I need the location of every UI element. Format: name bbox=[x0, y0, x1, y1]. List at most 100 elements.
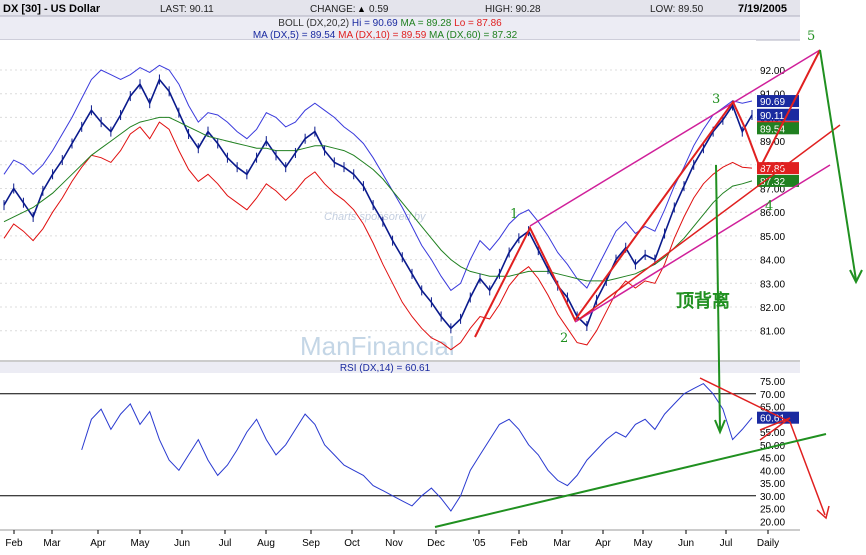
rsi-y-tick: 40.00 bbox=[760, 466, 785, 477]
price-label-text: 90.69 bbox=[760, 97, 785, 108]
watermark-brand: ManFinancial bbox=[300, 331, 455, 361]
rsi-y-tick: 35.00 bbox=[760, 479, 785, 490]
x-tick-label: May bbox=[131, 538, 150, 549]
price-y-tick: 86.00 bbox=[760, 208, 785, 219]
price-plot-bg bbox=[0, 40, 756, 360]
x-tick-label: Sep bbox=[302, 538, 320, 549]
divergence-arrowhead bbox=[714, 419, 726, 435]
low-price: LOW: 89.50 bbox=[650, 4, 704, 15]
x-tick-label: Aug bbox=[257, 538, 275, 549]
rsi-y-tick: 65.00 bbox=[760, 403, 785, 414]
series-boll-hi bbox=[3, 64, 753, 292]
x-tick-label: '05 bbox=[472, 538, 485, 549]
x-tick-label: Oct bbox=[344, 538, 360, 549]
price-y-tick: 82.00 bbox=[760, 303, 785, 314]
wave-label-4: 4 bbox=[765, 199, 773, 214]
boll-legend-prefix: BOLL (DX,20,2) bbox=[278, 18, 349, 29]
boll-legend-ma: MA = 89.28 bbox=[401, 18, 452, 29]
change-value: 0.59 bbox=[369, 4, 389, 15]
divergence-line bbox=[715, 164, 721, 431]
x-axis: Feb Mar Apr May Jun Jul Aug Sep Oct Nov Dec '05 Feb M… bbox=[5, 530, 779, 549]
ma60-legend: MA (DX,60) = 87.32 bbox=[429, 30, 518, 41]
trend-line-red bbox=[577, 124, 841, 321]
rsi-y-axis: 75.0070.0065.0060.0055.0050.0045.0040.00… bbox=[757, 377, 799, 528]
high-price: HIGH: 90.28 bbox=[485, 4, 541, 15]
x-tick-label: Mar bbox=[43, 538, 61, 549]
price-label-box bbox=[757, 174, 799, 187]
series-rsi bbox=[81, 382, 753, 512]
x-tick-label: Jun bbox=[174, 538, 190, 549]
price-y-tick: 84.00 bbox=[760, 256, 785, 267]
price-series bbox=[3, 64, 753, 351]
rsi-grid bbox=[0, 393, 756, 497]
rsi-trend-line bbox=[434, 433, 827, 528]
price-y-tick: 85.00 bbox=[760, 232, 785, 243]
price-label-text: 87.86 bbox=[760, 164, 785, 175]
x-tick-label: Apr bbox=[595, 538, 611, 549]
rsi-y-tick: 75.00 bbox=[760, 377, 785, 388]
wave-5-arrowhead bbox=[849, 269, 863, 285]
series-boll-lo bbox=[3, 121, 753, 351]
boll-legend-lo: Lo = 87.86 bbox=[454, 18, 502, 29]
x-tick-label: Nov bbox=[385, 538, 403, 549]
x-tick-label: Jul bbox=[219, 538, 232, 549]
wave-red-path bbox=[474, 49, 821, 338]
channel-lower-line bbox=[574, 164, 831, 323]
price-label-box bbox=[757, 162, 799, 175]
ma10-legend: MA (DX,10) = 89.59 bbox=[338, 30, 427, 41]
ma-legend-bar bbox=[0, 28, 800, 40]
x-tick-label: May bbox=[634, 538, 653, 549]
series-dx bbox=[3, 77, 753, 330]
x-tick-label: Feb bbox=[510, 538, 528, 549]
rsi-down-arrow bbox=[699, 377, 826, 516]
x-tick-label: Daily bbox=[757, 538, 779, 549]
price-panel: Charts sponsored by ManFinancial 92.0091… bbox=[0, 40, 799, 361]
price-y-tick: 87.00 bbox=[760, 185, 785, 196]
boll-legend-bar bbox=[0, 16, 800, 28]
wave-label-2: 2 bbox=[560, 331, 568, 346]
wave-label-1: 1 bbox=[510, 207, 518, 222]
divergence-label: 顶背离 bbox=[676, 290, 730, 311]
rsi-y-tick: 55.00 bbox=[760, 428, 785, 439]
price-label-text: 90.11 bbox=[760, 111, 785, 122]
series-ma-60 bbox=[3, 116, 753, 282]
x-tick-label: Dec bbox=[427, 538, 445, 549]
price-label-box bbox=[757, 95, 799, 108]
price-label-box bbox=[757, 122, 799, 135]
wave-5-arrow bbox=[819, 49, 857, 281]
rsi-y-tick: 30.00 bbox=[760, 492, 785, 503]
rsi-legend: RSI (DX,14) = 60.61 bbox=[340, 363, 431, 374]
x-tick-label: Apr bbox=[90, 538, 106, 549]
header-bar bbox=[0, 0, 800, 16]
price-y-tick: 92.00 bbox=[760, 66, 785, 77]
rsi-y-tick: 45.00 bbox=[760, 454, 785, 465]
x-tick-label: Jul bbox=[720, 538, 733, 549]
rsi-current-label: 60.61 bbox=[760, 414, 785, 425]
boll-legend-hi: Hi = 90.69 bbox=[352, 18, 398, 29]
wave-label-5: 5 bbox=[807, 29, 815, 44]
rsi-panel: 75.0070.0065.0060.0055.0050.0045.0040.00… bbox=[0, 377, 799, 528]
header-date: 7/19/2005 bbox=[738, 3, 787, 15]
boll-legend: BOLL (DX,20,2) Hi = 90.69 MA = 89.28 Lo … bbox=[278, 18, 502, 29]
ma5-legend: MA (DX,5) = 89.54 bbox=[253, 30, 336, 41]
up-triangle-icon: ▲ bbox=[357, 4, 366, 14]
x-tick-label: Feb bbox=[5, 538, 23, 549]
channel-upper-line bbox=[529, 49, 821, 227]
symbol-title: DX [30] - US Dollar bbox=[3, 3, 101, 15]
rsi-y-tick: 20.00 bbox=[760, 517, 785, 528]
price-label-text: 87.32 bbox=[760, 177, 785, 188]
x-tick-label: Jun bbox=[678, 538, 694, 549]
x-tick-label: Mar bbox=[553, 538, 571, 549]
wave-label-3: 3 bbox=[712, 92, 720, 107]
last-price: LAST: 90.11 bbox=[160, 4, 214, 15]
rsi-down-arrowhead bbox=[816, 505, 830, 520]
rsi-y-tick: 25.00 bbox=[760, 505, 785, 516]
rsi-y-tick: 70.00 bbox=[760, 390, 785, 401]
rsi-series bbox=[81, 382, 753, 512]
change-label: CHANGE: bbox=[310, 4, 356, 15]
price-label-text: 89.54 bbox=[760, 124, 785, 135]
rsi-legend-bar bbox=[0, 362, 800, 373]
